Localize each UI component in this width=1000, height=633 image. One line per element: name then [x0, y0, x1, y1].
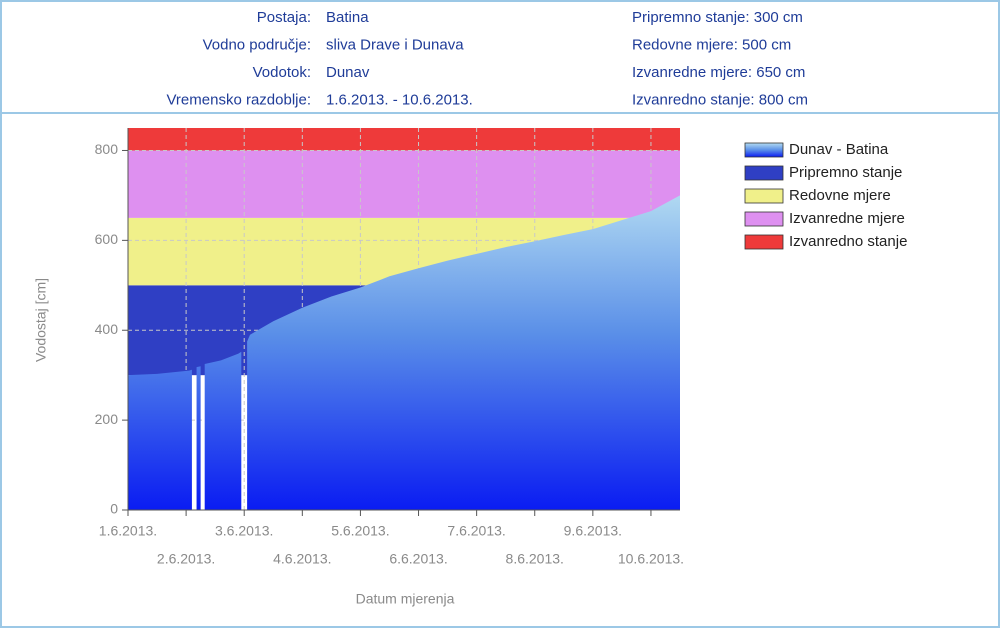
- y-tick-label: 400: [95, 321, 119, 337]
- header: Postaja: Batina Vodno područje: sliva Drave…: [166, 9, 807, 109]
- x-tick-label: 10.6.2013.: [618, 551, 684, 567]
- y-axis-label: Vodostaj [cm]: [33, 278, 49, 362]
- legend-label: Pripremno stanje: [789, 164, 902, 181]
- x-tick-label: 8.6.2013.: [506, 551, 564, 567]
- threshold-info: Redovne mjere: 500 cm: [632, 36, 791, 53]
- info-label: Vodotok:: [253, 64, 311, 81]
- legend-swatch: [744, 211, 784, 227]
- info-label: Postaja:: [257, 9, 311, 26]
- info-value: sliva Drave i Dunava: [326, 36, 464, 53]
- chart: Datum mjerenja Vodostaj [cm] 0 200 400 600 8…: [33, 128, 907, 607]
- legend-swatch: [744, 142, 784, 158]
- x-tick-label: 9.6.2013.: [564, 523, 622, 539]
- legend-swatch: [744, 165, 784, 181]
- x-tick-label: 1.6.2013.: [99, 523, 157, 539]
- legend-swatch: [744, 188, 784, 204]
- x-tick-label: 4.6.2013.: [273, 551, 331, 567]
- y-tick-label: 600: [95, 231, 119, 247]
- threshold-info: Izvanredno stanje: 800 cm: [632, 91, 808, 108]
- threshold-info: Pripremno stanje: 300 cm: [632, 9, 803, 26]
- legend-swatch: [744, 234, 784, 250]
- x-tick-label: 6.6.2013.: [389, 551, 447, 567]
- x-tick-label: 3.6.2013.: [215, 523, 273, 539]
- x-tick-label: 7.6.2013.: [447, 523, 505, 539]
- x-tick-label: 5.6.2013.: [331, 523, 389, 539]
- info-label: Vremensko razdoblje:: [166, 91, 311, 108]
- threshold-info: Izvanredne mjere: 650 cm: [632, 64, 805, 81]
- info-label: Vodno područje:: [203, 36, 311, 53]
- legend-label: Izvanredne mjere: [789, 210, 905, 227]
- legend-label: Dunav - Batina: [789, 141, 889, 158]
- x-tick-label: 2.6.2013.: [157, 551, 215, 567]
- info-value: 1.6.2013. - 10.6.2013.: [326, 91, 473, 108]
- threshold-band: [128, 150, 680, 218]
- water-level-area: [128, 195, 680, 511]
- info-value: Dunav: [326, 64, 370, 81]
- threshold-band: [128, 128, 680, 151]
- x-axis-label: Datum mjerenja: [356, 591, 455, 607]
- info-value: Batina: [326, 9, 369, 26]
- y-tick-label: 0: [110, 501, 118, 517]
- legend-label: Izvanredno stanje: [789, 233, 907, 250]
- y-tick-label: 800: [95, 141, 119, 157]
- legend-label: Redovne mjere: [789, 187, 891, 204]
- y-tick-label: 200: [95, 411, 119, 427]
